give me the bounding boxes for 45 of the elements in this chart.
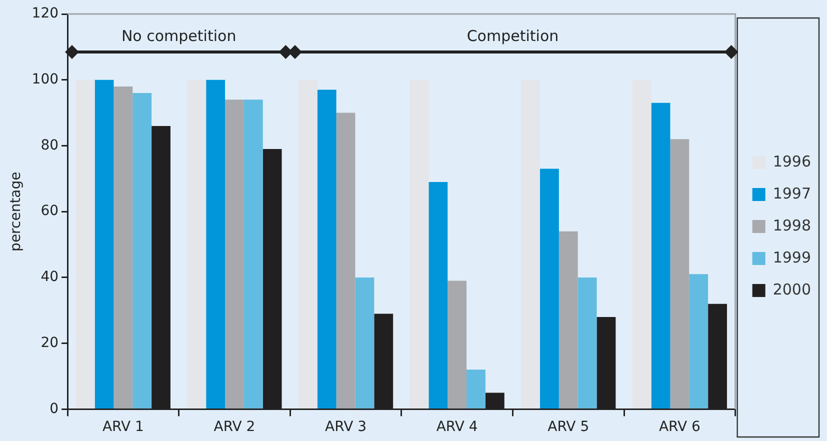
bar — [632, 80, 652, 408]
y-tick-label: 0 — [50, 400, 59, 417]
bar — [448, 280, 467, 408]
annotation: No competition — [121, 26, 236, 45]
bar — [317, 90, 336, 408]
bar — [670, 139, 690, 408]
x-tick-label: ARV 1 — [102, 419, 144, 436]
y-tick-label: 100 — [32, 72, 59, 88]
annotation: Competition — [466, 26, 559, 45]
bar — [132, 93, 152, 408]
legend-label: 1997 — [772, 184, 812, 202]
bar — [355, 277, 374, 408]
bar — [651, 102, 670, 408]
bar — [206, 80, 226, 408]
legend-label: 2000 — [772, 280, 812, 298]
bar — [540, 168, 559, 408]
x-tick-label: ARV 2 — [214, 419, 256, 436]
bar — [76, 80, 95, 408]
bar — [114, 86, 133, 408]
bar — [94, 80, 114, 408]
y-tick-label: 20 — [40, 334, 59, 351]
y-tick-label: 80 — [40, 137, 59, 154]
x-tick-label: ARV 6 — [658, 419, 700, 436]
y-tick-label: 60 — [40, 203, 59, 220]
bar — [187, 80, 206, 408]
bar — [428, 182, 448, 408]
legend-label: 1999 — [772, 248, 812, 266]
legend-label: 1998 — [772, 216, 812, 234]
y-axis-title: percentage — [8, 172, 24, 252]
bar — [298, 80, 318, 408]
bar — [244, 100, 263, 408]
bar — [578, 277, 597, 408]
bar — [521, 80, 540, 408]
legend-label: 1996 — [772, 152, 812, 170]
bar — [410, 80, 429, 408]
bar — [225, 100, 244, 408]
bar — [558, 231, 578, 408]
x-tick-label: ARV 3 — [325, 419, 367, 436]
bar — [466, 370, 486, 408]
bar — [336, 112, 356, 408]
x-tick-label: ARV 4 — [436, 419, 478, 436]
bar — [689, 274, 708, 408]
y-tick-label: 40 — [40, 269, 59, 286]
y-tick-label: 120 — [32, 6, 59, 22]
x-tick-label: ARV 5 — [548, 419, 590, 436]
